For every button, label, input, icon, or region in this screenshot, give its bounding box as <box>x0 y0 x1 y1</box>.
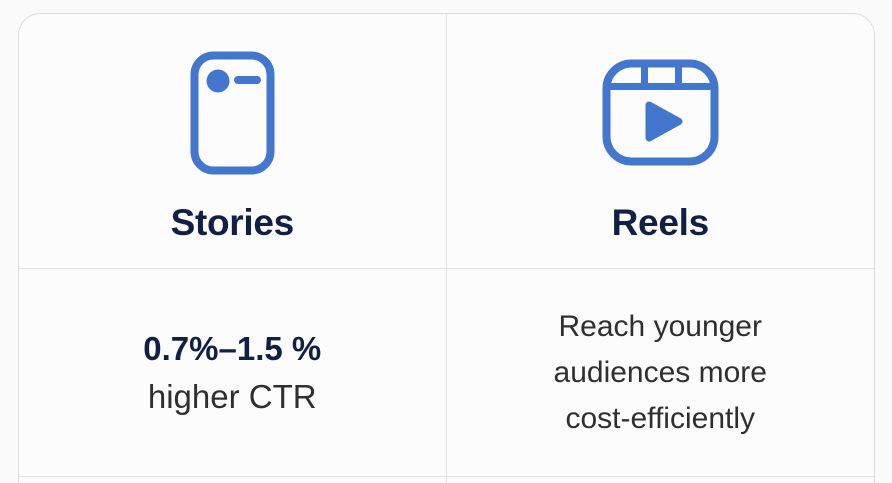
reels-benefit-cell: Reach younger audiences more cost-effici… <box>447 269 875 476</box>
reels-title: Reels <box>611 201 710 243</box>
reels-benefit-text: Reach younger audiences more cost-effici… <box>554 304 767 442</box>
next-row-left-cell <box>19 477 447 483</box>
stories-ctr-value: 0.7%–1.5 % <box>143 329 322 367</box>
table-next-row <box>19 477 874 483</box>
stories-icon <box>190 48 275 178</box>
reels-benefit-line: cost-efficiently <box>565 401 756 435</box>
stories-ctr-label: higher CTR <box>147 377 317 415</box>
reels-benefit-line: Reach younger <box>558 309 762 343</box>
reels-benefit-line: audiences more <box>553 355 767 389</box>
table-body-row: 0.7%–1.5 % higher CTR Reach younger audi… <box>19 269 874 477</box>
stories-ctr-stat: 0.7%–1.5 % higher CTR <box>143 325 321 421</box>
next-row-right-cell <box>447 477 875 483</box>
stories-header-cell: Stories <box>19 14 447 268</box>
stories-benefit-cell: 0.7%–1.5 % higher CTR <box>19 269 447 476</box>
reels-icon <box>602 48 719 178</box>
stories-title: Stories <box>170 201 295 243</box>
table-header-row: Stories Reels <box>19 14 874 269</box>
reels-header-cell: Reels <box>447 14 875 268</box>
comparison-table: Stories Reels 0.7%–1.5 % <box>18 13 875 483</box>
